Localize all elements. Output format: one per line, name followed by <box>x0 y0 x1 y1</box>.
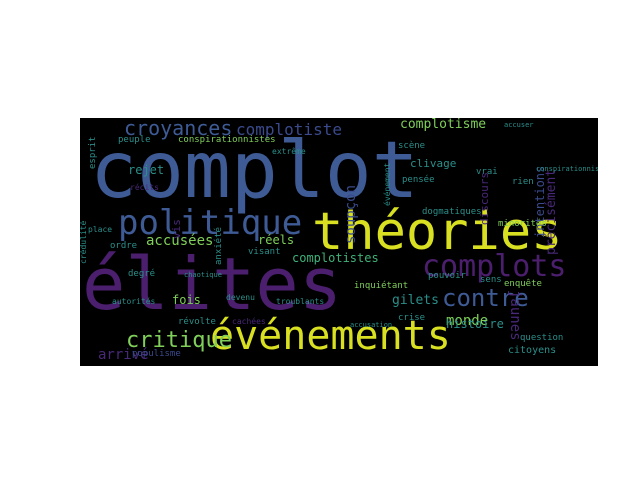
word-16: arrivé <box>98 347 149 363</box>
word-2: théories <box>312 202 563 262</box>
word-22: pensée <box>402 175 435 185</box>
word-40: événement <box>383 162 392 206</box>
word-5: complots <box>422 249 567 284</box>
word-45: anxiété <box>214 227 224 265</box>
word-14: gilets <box>392 293 439 308</box>
word-7: critique <box>126 328 232 353</box>
word-12: complotistes <box>292 251 379 265</box>
word-0: complot <box>90 126 419 216</box>
word-58: conspirationnisme <box>536 165 598 173</box>
word-46: degré <box>128 269 156 279</box>
word-51: cachées <box>232 317 266 326</box>
word-57: accusation <box>350 321 393 329</box>
word-cloud: complot élites théories événements politique… <box>80 118 598 366</box>
word-53: devenu <box>226 293 255 302</box>
word-10: complotisme <box>400 118 487 132</box>
word-28: crise <box>398 313 426 323</box>
word-50: chaotique <box>184 271 222 279</box>
word-48: place <box>88 225 113 234</box>
word-56: extrême <box>272 147 306 156</box>
word-15: histoire <box>446 317 504 331</box>
word-31: pouvoir <box>428 271 466 281</box>
word-37: peuple <box>118 135 151 145</box>
word-33: dogmatiques <box>422 207 482 217</box>
word-32: minorités <box>498 219 547 229</box>
word-47: ordre <box>110 241 138 251</box>
word-55: crédulité <box>80 220 88 264</box>
word-39: scène <box>398 141 426 151</box>
word-61: discours <box>478 172 491 225</box>
word-54: récits <box>130 183 159 192</box>
word-43: rien <box>512 177 534 187</box>
word-9: complotiste <box>236 120 342 139</box>
word-42: sens <box>480 275 502 285</box>
word-3: événements <box>210 313 451 359</box>
word-29: inquiétant <box>354 281 409 291</box>
word-18: réels <box>258 233 295 247</box>
word-4: politique <box>118 203 303 243</box>
word-24: citoyens <box>508 345 557 356</box>
word-38: esprit <box>88 136 98 169</box>
word-21: clivage <box>410 157 457 170</box>
word-41: vrai <box>476 167 498 177</box>
word-6: contre <box>442 284 529 312</box>
word-60: vis <box>170 219 183 239</box>
word-25: question <box>520 333 564 343</box>
word-30: enquête <box>504 279 542 289</box>
word-44: visant <box>248 247 281 257</box>
word-52: troublants <box>276 297 325 306</box>
word-8: croyances <box>124 118 233 140</box>
word-19: rejet <box>128 163 165 177</box>
word-1: élites <box>82 242 343 326</box>
word-35: précisément <box>544 168 559 255</box>
word-36: conspirationnistes <box>178 135 276 145</box>
word-27: révolte <box>178 317 216 327</box>
word-13: monde <box>446 313 489 329</box>
word-26: populisme <box>132 349 181 359</box>
word-17: fois <box>172 293 201 307</box>
word-59: accuser <box>504 121 534 129</box>
word-20: soupçon <box>343 184 359 244</box>
word-49: autorités <box>112 297 156 306</box>
word-11: accusées <box>146 233 214 249</box>
